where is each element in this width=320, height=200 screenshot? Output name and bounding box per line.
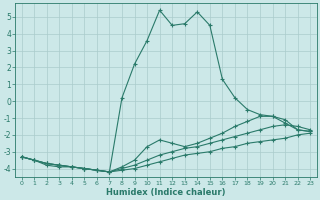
X-axis label: Humidex (Indice chaleur): Humidex (Indice chaleur) (106, 188, 226, 197)
